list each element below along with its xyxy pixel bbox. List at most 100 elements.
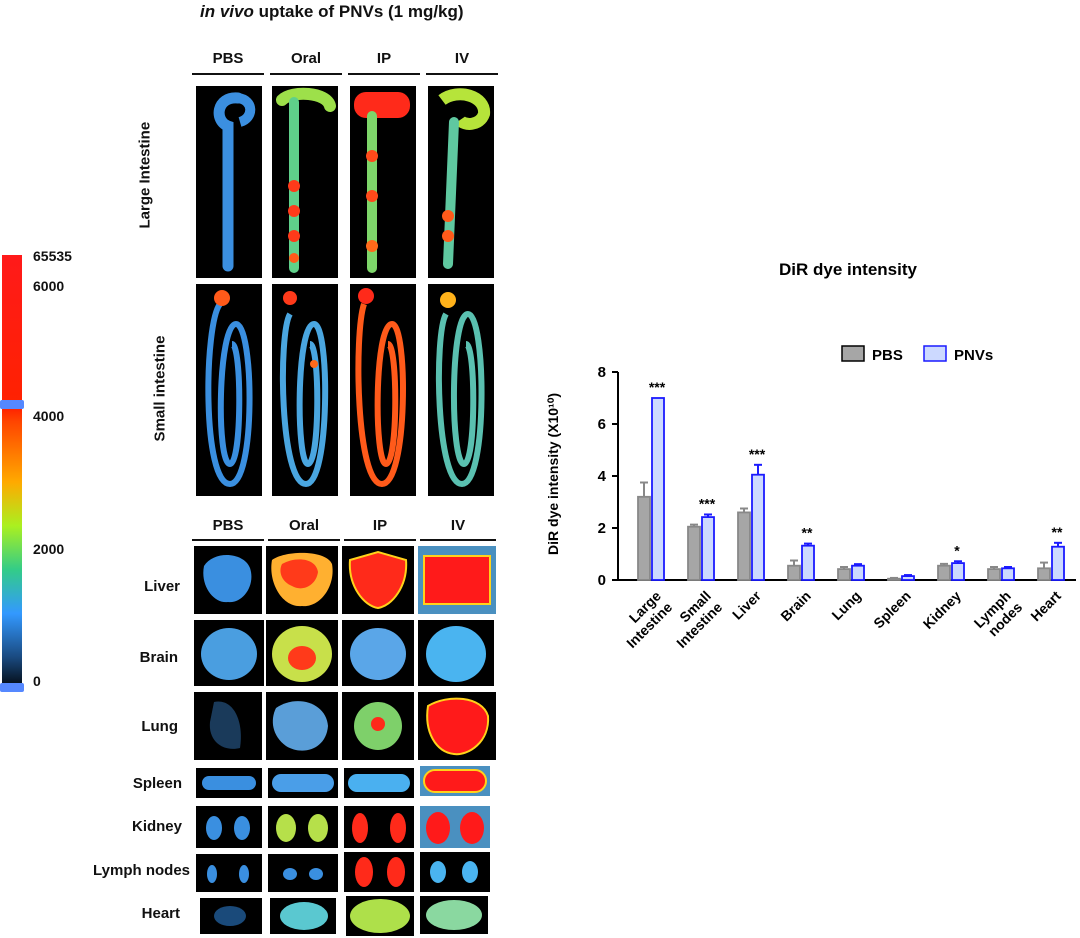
lymph-nodes-oral-image — [268, 854, 338, 892]
heart-oral-image — [270, 898, 336, 934]
small-intestine-oral-image — [272, 284, 338, 496]
liver-pbs-image — [194, 546, 262, 614]
top-col-line-pbs — [192, 73, 264, 75]
x-tick-label: Spleen — [870, 588, 914, 632]
figure-title: in vivo uptake of PNVs (1 mg/kg) — [200, 2, 464, 22]
kidney-ip-image — [344, 806, 414, 848]
colorscale-label-4000: 4000 — [33, 408, 65, 424]
significance-marker: *** — [699, 495, 716, 511]
organ-label-lymph-nodes: Lymph nodes — [93, 862, 190, 879]
organ-label-brain: Brain — [139, 649, 178, 666]
bar-pbs — [637, 495, 651, 581]
chart-ylabel: DiR dye intensity (X10¹⁰) — [545, 393, 561, 555]
kidney-pbs-image — [196, 806, 262, 848]
y-tick-label: 6 — [598, 416, 606, 433]
small-intestine-pbs-image — [196, 284, 262, 496]
row-label-small-intestine: Small intestine — [152, 314, 169, 464]
heart-iv-image — [420, 896, 488, 934]
colorscale-label-65535: 65535 — [33, 248, 72, 264]
bottom-col-line-oral — [268, 539, 340, 541]
bar-pbs — [687, 525, 701, 581]
colorscale-label-2000: 2000 — [33, 541, 65, 557]
heart-ip-image — [346, 896, 414, 936]
top-col-header-iv: IV — [454, 50, 470, 67]
bar-pnvs — [1051, 545, 1065, 581]
row-label-large-intestine-text: Large Intestine — [136, 121, 154, 229]
kidney-iv-image — [420, 806, 490, 848]
large-intestine-oral-image — [272, 86, 338, 278]
small-intestine-ip-image — [350, 284, 416, 496]
legend-swatch-pbs — [841, 345, 865, 362]
y-tick-label: 2 — [598, 520, 606, 537]
top-col-header-pbs: PBS — [212, 50, 244, 67]
top-col-line-ip — [348, 73, 420, 75]
chart-labels: ***LargeIntestine***SmallIntestine***Liv… — [623, 379, 1064, 651]
legend-label-pbs: PBS — [872, 347, 903, 364]
significance-marker: * — [954, 542, 960, 558]
colorscale-marker-lower — [0, 683, 24, 692]
bottom-col-header-ip: IP — [372, 517, 388, 534]
x-tick-label-line: Spleen — [870, 588, 914, 632]
spleen-ip-image — [344, 768, 414, 798]
kidney-oral-image — [268, 806, 338, 848]
lung-pbs-image — [194, 692, 262, 760]
organ-label-heart: Heart — [141, 905, 180, 922]
x-tick-label: Lung — [828, 588, 864, 624]
bottom-col-line-ip — [344, 539, 416, 541]
chart-bars — [637, 397, 1065, 581]
top-col-header-oral: Oral — [290, 50, 321, 67]
bar-pnvs — [701, 516, 715, 581]
top-col-line-oral — [270, 73, 342, 75]
lymph-nodes-pbs-image — [196, 854, 262, 892]
x-tick-label-line: Heart — [1027, 587, 1064, 624]
bar-pnvs — [651, 397, 665, 581]
legend-swatch-pnvs — [923, 345, 947, 362]
organ-label-lung: Lung — [141, 718, 178, 735]
bar-pbs — [1037, 567, 1051, 581]
significance-marker: *** — [749, 446, 766, 462]
figure-title-rest: uptake of PNVs (1 mg/kg) — [253, 2, 464, 21]
y-tick-label: 8 — [598, 364, 606, 381]
brain-iv-image — [418, 620, 494, 686]
liver-iv-image — [418, 546, 496, 614]
bar-pnvs — [1001, 567, 1015, 581]
lung-iv-image — [418, 692, 496, 760]
top-col-header-ip: IP — [376, 50, 392, 67]
colorscale-label-6000: 6000 — [33, 278, 65, 294]
x-tick-label: Liver — [729, 587, 764, 622]
top-col-line-iv — [426, 73, 498, 75]
bar-pbs — [987, 568, 1001, 581]
significance-marker: ** — [802, 525, 813, 541]
bottom-col-line-iv — [420, 539, 496, 541]
x-tick-label-line: Kidney — [920, 587, 964, 631]
bar-pbs — [937, 564, 951, 581]
brain-ip-image — [342, 620, 414, 686]
chart-title: DiR dye intensity — [779, 260, 917, 279]
large-intestine-ip-image — [350, 86, 416, 278]
bar-pnvs — [901, 575, 915, 581]
bar-pbs — [837, 568, 851, 581]
x-tick-label-line: Brain — [777, 588, 814, 625]
liver-ip-image — [342, 546, 414, 614]
bar-pnvs — [751, 473, 765, 581]
small-intestine-iv-image — [428, 284, 494, 496]
large-intestine-iv-image — [428, 86, 494, 278]
liver-oral-image — [266, 546, 338, 614]
row-label-small-intestine-text: Small intestine — [151, 335, 169, 442]
y-tick-label: 0 — [598, 572, 606, 589]
brain-oral-image — [266, 620, 338, 686]
heart-pbs-image — [200, 898, 262, 934]
x-tick-label: Heart — [1027, 587, 1064, 624]
organ-label-liver: Liver — [144, 578, 180, 595]
lung-oral-image — [266, 692, 338, 760]
brain-pbs-image — [194, 620, 264, 686]
colorscale-bar — [2, 255, 22, 692]
bottom-col-line-pbs — [192, 539, 264, 541]
bottom-col-header-oral: Oral — [288, 517, 319, 534]
large-intestine-pbs-image — [196, 86, 262, 278]
bar-pnvs — [801, 544, 815, 581]
spleen-pbs-image — [196, 768, 262, 798]
